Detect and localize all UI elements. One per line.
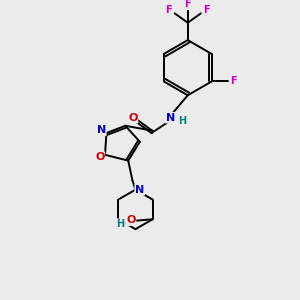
Text: N: N [97,125,106,135]
Text: N: N [166,112,175,123]
Text: F: F [230,76,237,86]
Text: F: F [184,0,191,9]
Text: O: O [128,112,138,123]
Text: O: O [126,215,136,225]
Text: F: F [166,5,172,16]
Text: H: H [178,116,186,125]
Text: O: O [95,152,104,162]
Text: N: N [135,185,145,195]
Text: F: F [203,5,210,16]
Text: H: H [117,219,125,229]
